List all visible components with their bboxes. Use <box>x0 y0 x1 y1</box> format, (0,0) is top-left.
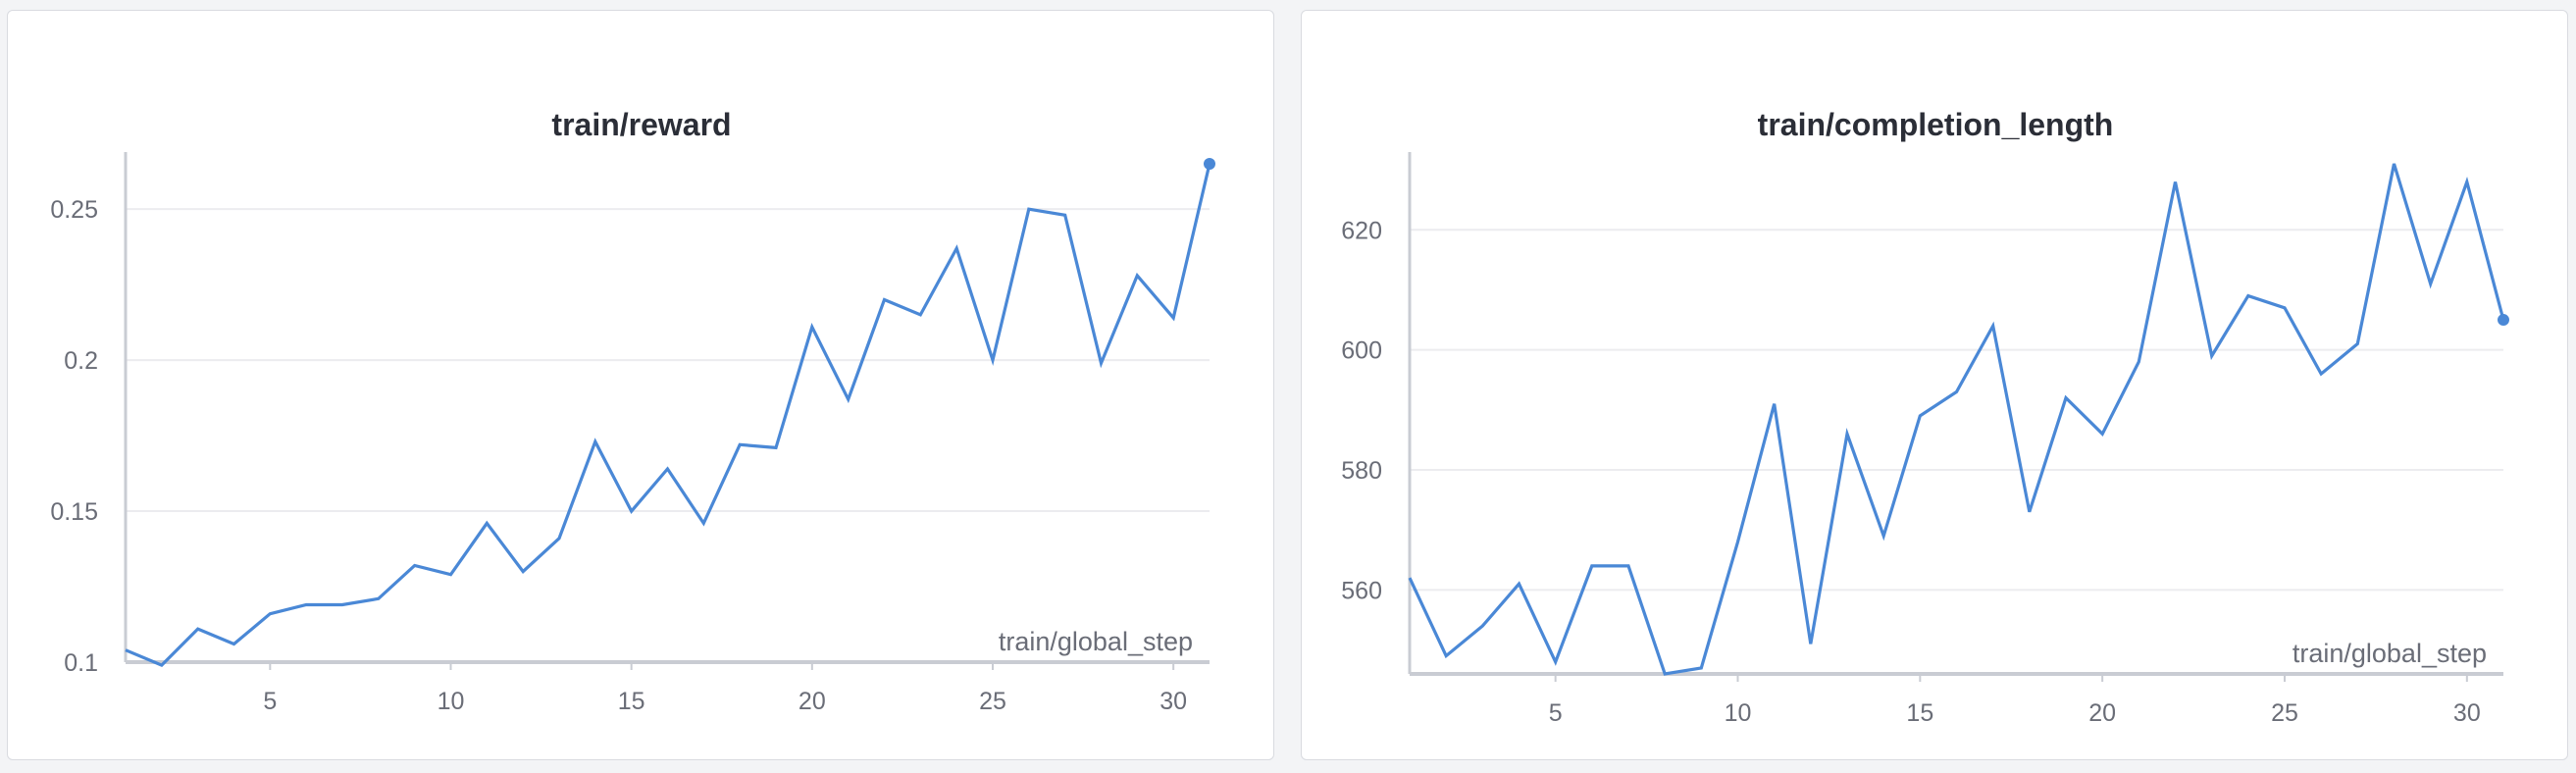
chart-reward: 5 10 15 20 25 30 0.10.150.20.25 train/reward … <box>50 107 1215 715</box>
x-tick-label: 10 <box>1725 699 1752 727</box>
y-tick-label: 0.25 <box>50 196 98 224</box>
y-tick-label: 580 <box>1341 457 1382 485</box>
chart-panel-reward: 5 10 15 20 25 30 0.1 0.15 0.2 0.25 train/reward … <box>7 10 1274 760</box>
y-tick-label: 0.1 <box>64 649 98 677</box>
y-tick-label: 600 <box>1341 337 1382 365</box>
chart-title: train/reward <box>551 107 731 142</box>
y-ticks: 0.1 0.15 0.2 0.25 <box>50 196 98 677</box>
x-tick-label: 15 <box>618 688 645 715</box>
x-tick-label: 25 <box>979 688 1006 715</box>
x-tick-label: 30 <box>1159 688 1187 715</box>
x-tick-label: 5 <box>1549 699 1563 727</box>
y-tick-label: 560 <box>1341 577 1382 604</box>
series-line <box>125 163 1211 667</box>
axes <box>124 152 1210 670</box>
x-ticks: 5 10 15 20 25 30 <box>263 688 1187 715</box>
x-tick-label: 15 <box>1906 699 1933 727</box>
y-tick-label: 0.15 <box>50 498 98 526</box>
gridlines <box>1410 229 2503 592</box>
series <box>1408 163 2509 676</box>
series-line <box>1408 163 2505 676</box>
last-point-marker <box>2498 314 2509 327</box>
y-ticks: 560 580 600 620 <box>1341 217 1382 604</box>
y-tick-label: 620 <box>1341 217 1382 244</box>
x-tick-label: 30 <box>2453 699 2481 727</box>
x-tick-label: 10 <box>438 688 465 715</box>
last-point-marker <box>1204 158 1215 170</box>
gridlines <box>126 208 1210 663</box>
y-tick-label: 0.2 <box>64 347 98 375</box>
chart-title: train/completion_length <box>1758 107 2114 142</box>
x-ticks: 5 10 15 20 25 30 <box>1549 699 2481 727</box>
chart-panel-completion-length: 5 10 15 20 25 30 560 580 600 620 train/completio… <box>1301 10 2568 760</box>
chart-completion-length: 5 10 15 20 25 30 560 580 600 620 train/completio… <box>1341 107 2509 727</box>
x-tick-label: 20 <box>799 688 826 715</box>
x-axis-label: train/global_step <box>2293 639 2487 668</box>
x-tick-label: 20 <box>2088 699 2116 727</box>
x-tick-label: 25 <box>2271 699 2298 727</box>
axes <box>1408 152 2503 682</box>
x-tick-label: 5 <box>263 688 277 715</box>
x-axis-label: train/global_step <box>999 627 1193 656</box>
series <box>125 158 1215 667</box>
